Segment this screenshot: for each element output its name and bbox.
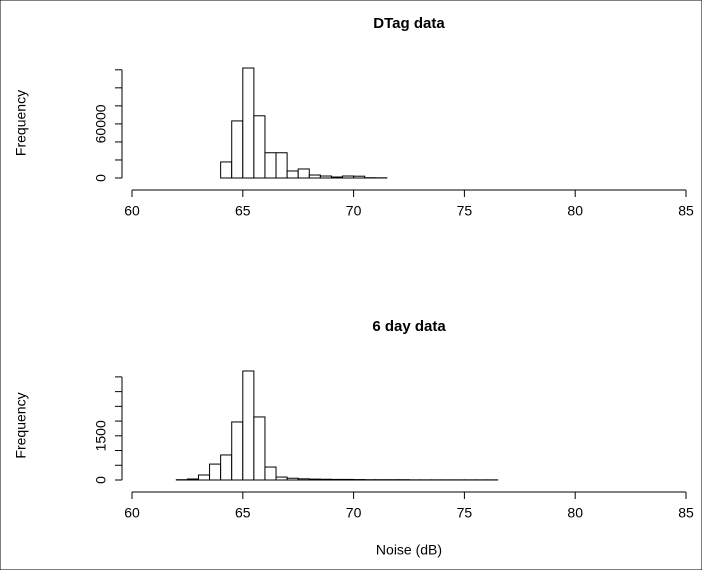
bar xyxy=(275,152,288,179)
bar xyxy=(353,175,366,179)
bar xyxy=(220,454,233,481)
x-tick-label: 80 xyxy=(567,505,583,521)
chart-title: DTag data xyxy=(373,15,445,32)
bar xyxy=(264,466,277,481)
bar xyxy=(220,161,233,179)
bar xyxy=(186,478,199,481)
x-tick-label: 85 xyxy=(678,203,694,219)
bar xyxy=(253,416,266,481)
bar xyxy=(253,115,266,179)
bar xyxy=(308,174,321,179)
bar xyxy=(231,120,244,179)
x-tick-label: 65 xyxy=(235,505,251,521)
x-tick-label: 70 xyxy=(346,203,362,219)
bar xyxy=(308,478,321,481)
bar xyxy=(319,175,332,179)
bar xyxy=(319,478,332,481)
x-tick-label: 65 xyxy=(235,203,251,219)
bar xyxy=(231,421,244,481)
x-tick-label: 60 xyxy=(124,505,140,521)
bar xyxy=(275,476,288,481)
x-tick-label: 75 xyxy=(457,203,473,219)
bar xyxy=(197,474,211,481)
x-tick-label: 60 xyxy=(124,203,140,219)
x-tick-label: 70 xyxy=(346,505,362,521)
x-axis-label: Noise (dB) xyxy=(376,542,442,558)
bar xyxy=(342,478,355,481)
y-axis-label: Frequency xyxy=(13,90,29,156)
bar xyxy=(297,478,310,481)
bar xyxy=(342,175,355,179)
bar xyxy=(209,463,222,481)
chart-title: 6 day data xyxy=(372,318,446,335)
y-tick-label: 60000 xyxy=(93,104,109,143)
x-tick-label: 80 xyxy=(567,203,583,219)
y-axis-label: Frequency xyxy=(13,392,29,458)
x-tick-label: 85 xyxy=(678,505,694,521)
bar xyxy=(330,478,344,481)
x-tick-label: 75 xyxy=(457,505,473,521)
bar xyxy=(330,176,344,179)
bar xyxy=(264,152,277,179)
bar xyxy=(286,170,299,179)
y-tick-label: 0 xyxy=(93,174,109,182)
y-tick-label: 1500 xyxy=(93,420,109,451)
bar xyxy=(286,477,299,481)
bar xyxy=(242,370,255,481)
y-tick-label: 0 xyxy=(93,476,109,484)
bar xyxy=(242,67,255,179)
bar xyxy=(297,168,310,179)
